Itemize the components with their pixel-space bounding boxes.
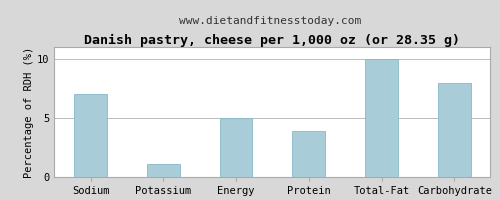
Bar xyxy=(365,59,398,177)
Bar xyxy=(438,83,470,177)
Y-axis label: Percentage of RDH (%): Percentage of RDH (%) xyxy=(24,46,34,178)
Bar xyxy=(147,164,180,177)
Bar xyxy=(74,94,107,177)
Text: www.dietandfitnesstoday.com: www.dietandfitnesstoday.com xyxy=(179,16,361,26)
Bar xyxy=(220,118,252,177)
Bar xyxy=(292,131,325,177)
Title: Danish pastry, cheese per 1,000 oz (or 28.35 g): Danish pastry, cheese per 1,000 oz (or 2… xyxy=(84,34,460,47)
